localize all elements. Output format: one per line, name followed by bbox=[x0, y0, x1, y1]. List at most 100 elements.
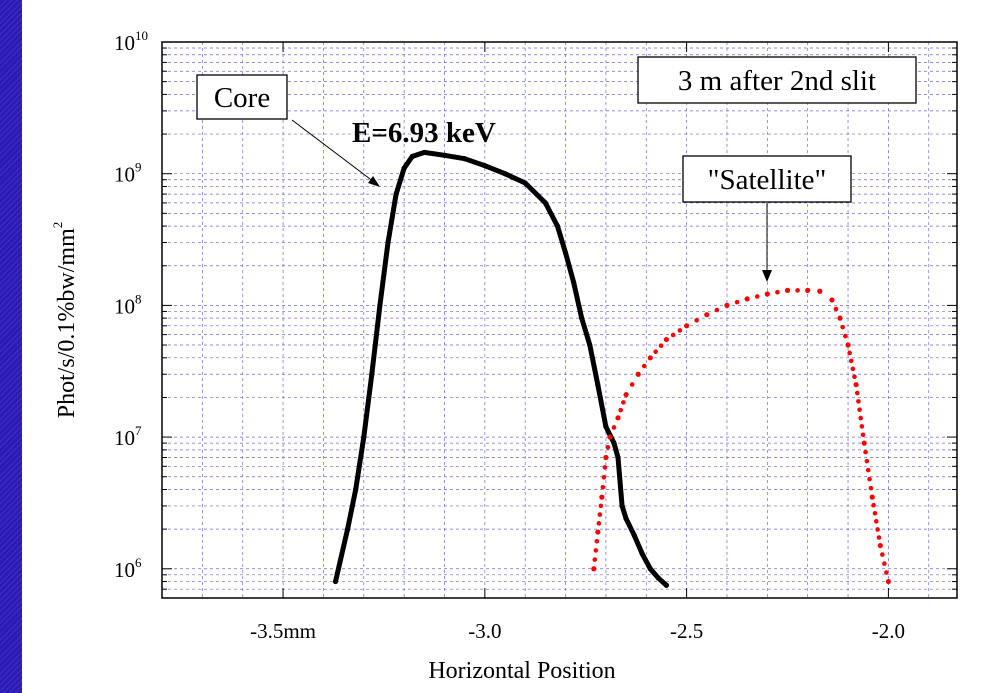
core-arrow-head bbox=[368, 176, 380, 187]
satellite-data-point bbox=[670, 332, 676, 338]
satellite-data-point bbox=[863, 449, 868, 455]
y-tick-label: 108 bbox=[114, 291, 142, 318]
x-tick-labels: -3.5mm -3.0 -2.5 -2.0 bbox=[250, 619, 905, 643]
x-axis-title: Horizontal Position bbox=[428, 658, 615, 684]
core-data-point bbox=[647, 566, 653, 572]
core-data-point bbox=[421, 149, 427, 156]
satellite-data-point bbox=[854, 390, 860, 396]
satellite-data-point bbox=[875, 527, 880, 532]
satellite-data-point bbox=[744, 296, 750, 302]
core-arrow-line bbox=[291, 119, 375, 183]
slide-background: -3.5mm -3.0 -2.5 -2.0 106 107 108 109 1010 Hori… bbox=[22, 0, 991, 693]
satellite-data-point bbox=[602, 465, 608, 470]
satellite-data-point bbox=[784, 287, 791, 293]
satellite-data-point bbox=[884, 570, 889, 575]
axis-ticks bbox=[162, 41, 957, 599]
satellite-label-box bbox=[682, 155, 852, 203]
log-scale-chart: -3.5mm -3.0 -2.5 -2.0 106 107 108 109 1010 Hori… bbox=[50, 28, 958, 684]
y-axis-title: Phot/s/0.1%bw/mm2 bbox=[50, 222, 80, 419]
core-data-point bbox=[502, 171, 508, 177]
core-data-point bbox=[611, 440, 617, 446]
satellite-data-point bbox=[829, 297, 835, 303]
satellite-data-point bbox=[677, 328, 683, 333]
satellite-data-point bbox=[869, 494, 875, 500]
x-tick-label: -3.5mm bbox=[250, 619, 316, 643]
y-tick-label: 109 bbox=[114, 160, 142, 187]
satellite-data-point bbox=[597, 512, 603, 517]
core-data-point bbox=[401, 165, 407, 171]
satellite-data-point bbox=[848, 358, 854, 364]
core-data-point bbox=[623, 516, 629, 522]
core-data-point bbox=[639, 551, 645, 557]
plot-frame bbox=[161, 41, 958, 599]
y-tick-label: 1010 bbox=[114, 28, 148, 55]
satellite-data-point bbox=[603, 454, 609, 461]
satellite-data-point bbox=[647, 355, 653, 361]
satellite-data-point bbox=[856, 399, 861, 404]
satellite-data-point bbox=[877, 542, 883, 549]
satellite-data-point bbox=[850, 366, 856, 372]
satellite-data-point bbox=[872, 510, 878, 516]
satellite-data-point bbox=[852, 374, 857, 380]
x-tick-label: -2.5 bbox=[670, 619, 703, 643]
satellite-data-point bbox=[861, 440, 867, 446]
core-data-point bbox=[663, 582, 670, 588]
x-tick-label: -3.0 bbox=[468, 619, 501, 643]
satellite-data-point bbox=[596, 521, 602, 526]
satellite-data-point bbox=[615, 415, 621, 421]
satellite-data-point bbox=[845, 342, 851, 348]
core-data-point bbox=[353, 486, 359, 493]
core-data-point bbox=[385, 239, 391, 246]
energy-label: E=6.93 keV bbox=[352, 117, 496, 149]
satellite-data-point bbox=[864, 458, 870, 464]
satellite-data-point bbox=[599, 494, 605, 500]
core-data-point bbox=[393, 191, 399, 197]
satellite-data-point bbox=[600, 484, 606, 490]
satellite-data-point bbox=[714, 307, 720, 313]
satellite-data-point bbox=[882, 561, 887, 566]
satellite-data-point bbox=[843, 333, 848, 339]
core-label-box bbox=[196, 74, 288, 120]
satellite-data-point bbox=[663, 336, 670, 343]
satellite-data-point bbox=[868, 485, 874, 491]
satellite-data-point bbox=[598, 503, 604, 509]
satellite-data-point bbox=[817, 288, 823, 294]
location-label: 3 m after 2nd slit bbox=[678, 65, 876, 97]
satellite-data-point bbox=[591, 566, 597, 572]
grid-lines bbox=[161, 41, 957, 599]
satellite-data-point bbox=[621, 400, 626, 405]
core-data-point bbox=[587, 342, 593, 348]
satellite-data-point bbox=[840, 324, 845, 330]
satellite-data-point bbox=[684, 323, 690, 329]
satellite-data-point bbox=[867, 476, 872, 482]
satellite-data-point bbox=[795, 288, 800, 293]
core-data-point bbox=[554, 223, 561, 229]
satellite-data-point bbox=[754, 294, 760, 299]
satellite-data-point bbox=[694, 317, 700, 323]
core-data-point bbox=[332, 578, 339, 585]
core-data-point bbox=[619, 503, 625, 509]
core-data-point bbox=[409, 153, 415, 160]
core-label: Core bbox=[214, 82, 270, 114]
satellite-data-point bbox=[837, 315, 843, 321]
satellite-data-point bbox=[833, 306, 839, 312]
satellite-data-point bbox=[858, 415, 864, 421]
satellite-data-point bbox=[653, 349, 658, 355]
satellite-data-point bbox=[857, 407, 862, 413]
y-tick-label: 107 bbox=[114, 423, 142, 450]
satellite-data-point bbox=[734, 299, 740, 305]
satellite-data-point bbox=[629, 382, 635, 387]
core-data-point bbox=[482, 163, 488, 169]
satellite-data-point bbox=[635, 371, 641, 377]
core-data-point bbox=[603, 424, 609, 430]
satellite-data-point bbox=[593, 548, 599, 553]
core-data-point bbox=[631, 532, 637, 538]
satellite-data-point bbox=[641, 363, 647, 369]
satellite-data-point bbox=[611, 425, 617, 430]
y-tick-labels: 106 107 108 109 1010 bbox=[114, 28, 148, 582]
satellite-data-point bbox=[594, 538, 600, 544]
satellite-data-point bbox=[623, 392, 629, 398]
satellite-data-point bbox=[880, 552, 885, 557]
core-data-point bbox=[462, 156, 468, 162]
core-data-point bbox=[571, 279, 577, 285]
